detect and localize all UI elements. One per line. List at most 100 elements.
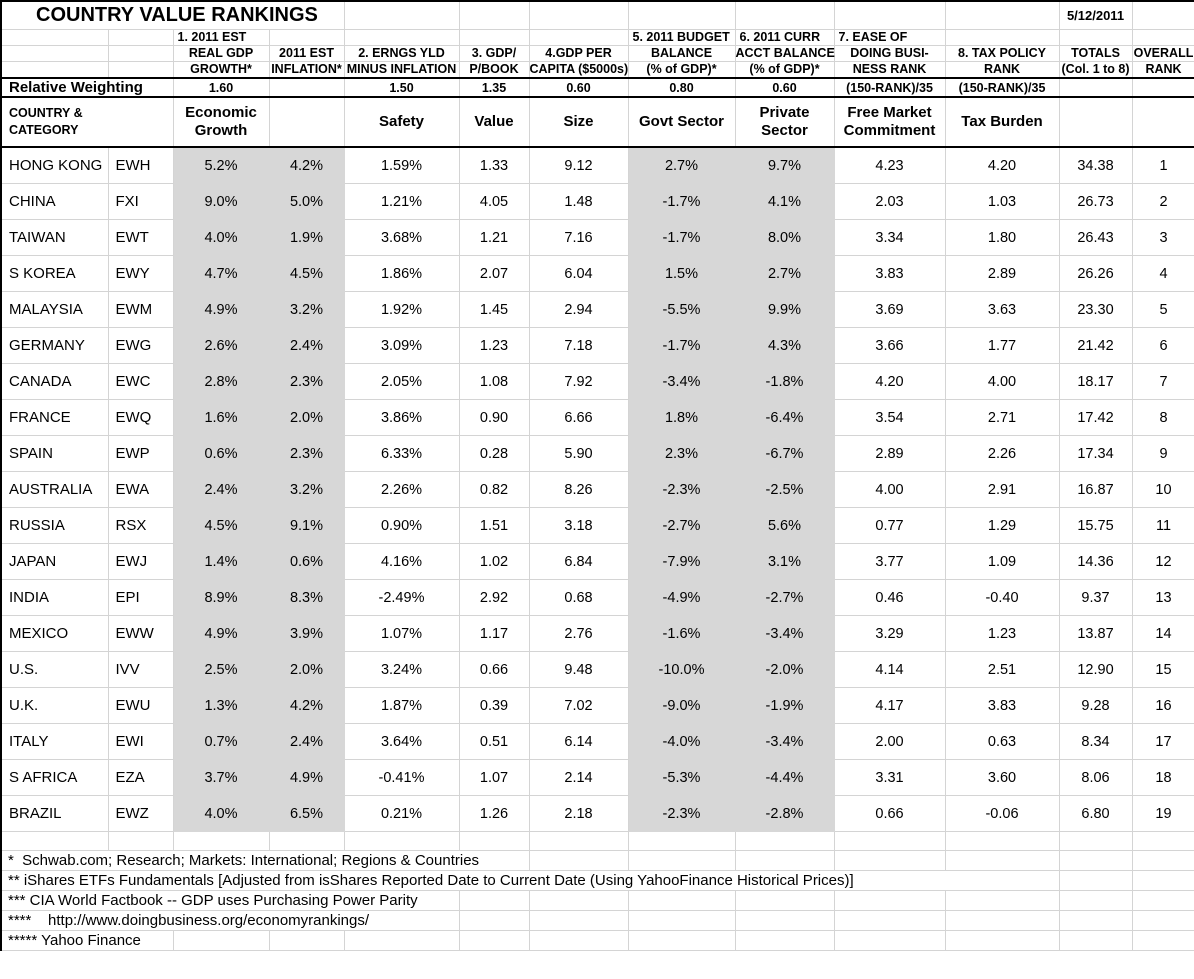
cell-gdp-pbook[interactable]: 1.07 — [458, 759, 530, 796]
cell-budget-balance[interactable]: -5.3% — [627, 759, 736, 796]
cell-erngs-yld[interactable]: 1.59% — [343, 146, 460, 184]
cell-totals[interactable]: 17.34 — [1058, 435, 1133, 472]
cell-curr-acct[interactable]: -6.7% — [734, 435, 835, 472]
cell-erngs-yld[interactable]: 3.09% — [343, 327, 460, 364]
cell-country[interactable]: RUSSIA — [0, 507, 109, 544]
cell-curr-acct[interactable]: -3.4% — [734, 723, 835, 760]
cell-budget-balance[interactable]: -4.9% — [627, 579, 736, 616]
empty-cell[interactable] — [343, 831, 460, 851]
empty-cell[interactable] — [833, 930, 946, 951]
header-cell-line3-1[interactable] — [107, 61, 174, 79]
cell-totals[interactable]: 9.37 — [1058, 579, 1133, 616]
category-size[interactable]: Size — [528, 96, 629, 148]
cell-ticker[interactable]: EWP — [107, 435, 174, 472]
cell-erngs-yld[interactable]: 3.64% — [343, 723, 460, 760]
cell-gdp-growth[interactable]: 9.0% — [172, 183, 270, 220]
cell-gdp-pbook[interactable]: 1.33 — [458, 146, 530, 184]
header-cell-line2-5[interactable]: 3. GDP/ — [458, 45, 530, 62]
cell-tax-policy[interactable]: -0.06 — [944, 795, 1060, 832]
header-cell-line2-7[interactable]: BALANCE — [627, 45, 736, 62]
cell-gdp-capita[interactable]: 6.84 — [528, 543, 629, 580]
header-cell-line3-12[interactable]: RANK — [1131, 61, 1194, 79]
cell-tax-policy[interactable]: 1.29 — [944, 507, 1060, 544]
cell-gdp-growth[interactable]: 2.6% — [172, 327, 270, 364]
cell-gdp-pbook[interactable]: 2.07 — [458, 255, 530, 292]
cell-gdp-capita[interactable]: 7.92 — [528, 363, 629, 400]
empty-cell[interactable] — [1131, 890, 1194, 911]
header-cell-line3-9[interactable]: NESS RANK — [833, 61, 946, 79]
cell-ease-business[interactable]: 4.14 — [833, 651, 946, 688]
empty-cell[interactable] — [627, 930, 736, 951]
cell-ease-business[interactable]: 0.77 — [833, 507, 946, 544]
cell-inflation[interactable]: 8.3% — [268, 579, 345, 616]
cell-inflation[interactable]: 4.5% — [268, 255, 345, 292]
cell-inflation[interactable]: 5.0% — [268, 183, 345, 220]
empty-cell[interactable] — [458, 890, 530, 911]
category-economic-growth[interactable]: Economic Growth — [172, 96, 270, 148]
cell-totals[interactable]: 26.43 — [1058, 219, 1133, 256]
empty-cell[interactable] — [734, 910, 835, 931]
cell-country[interactable]: FRANCE — [0, 399, 109, 436]
empty-cell[interactable] — [528, 831, 629, 851]
cell-gdp-capita[interactable]: 3.18 — [528, 507, 629, 544]
cell-tax-policy[interactable]: 2.89 — [944, 255, 1060, 292]
cell-gdp-growth[interactable]: 1.3% — [172, 687, 270, 724]
cell-inflation[interactable]: 4.9% — [268, 759, 345, 796]
cell-tax-policy[interactable]: 2.26 — [944, 435, 1060, 472]
cell-country[interactable]: U.K. — [0, 687, 109, 724]
cell-tax-policy[interactable]: 1.80 — [944, 219, 1060, 256]
empty-cell[interactable] — [1131, 910, 1194, 931]
cell-gdp-pbook[interactable]: 0.90 — [458, 399, 530, 436]
cell-totals[interactable]: 26.26 — [1058, 255, 1133, 292]
cell-gdp-pbook[interactable]: 0.28 — [458, 435, 530, 472]
cell-inflation[interactable]: 4.2% — [268, 687, 345, 724]
empty-cell[interactable] — [268, 831, 345, 851]
cell-gdp-capita[interactable]: 6.04 — [528, 255, 629, 292]
cell-inflation[interactable]: 2.3% — [268, 435, 345, 472]
cell-erngs-yld[interactable]: -0.41% — [343, 759, 460, 796]
empty-cell[interactable] — [833, 831, 946, 851]
header-cell-line1-11[interactable] — [1058, 29, 1133, 46]
cell-rank[interactable]: 3 — [1131, 219, 1194, 256]
weight-inflation[interactable] — [268, 77, 345, 98]
empty-cell[interactable] — [944, 831, 1060, 851]
footnote-text[interactable]: ***** Yahoo Finance — [0, 930, 174, 951]
empty-cell[interactable] — [1058, 930, 1133, 951]
cell-tax-policy[interactable]: 1.23 — [944, 615, 1060, 652]
cell-erngs-yld[interactable]: 3.24% — [343, 651, 460, 688]
empty-cell[interactable] — [627, 831, 736, 851]
header-cell-line3-0[interactable] — [0, 61, 109, 79]
cell-gdp-capita[interactable]: 5.90 — [528, 435, 629, 472]
empty-cell[interactable] — [944, 0, 1060, 30]
cell-country[interactable]: U.S. — [0, 651, 109, 688]
footnote-text[interactable]: **** http://www.doingbusiness.org/econom… — [0, 910, 460, 931]
header-cell-line3-11[interactable]: (Col. 1 to 8) — [1058, 61, 1133, 79]
empty-cell[interactable] — [528, 930, 629, 951]
cell-ticker[interactable]: EWW — [107, 615, 174, 652]
cell-curr-acct[interactable]: 4.1% — [734, 183, 835, 220]
cell-budget-balance[interactable]: -2.3% — [627, 795, 736, 832]
cell-country[interactable]: GERMANY — [0, 327, 109, 364]
cell-ticker[interactable]: EWU — [107, 687, 174, 724]
cell-gdp-pbook[interactable]: 0.66 — [458, 651, 530, 688]
empty-cell[interactable] — [944, 910, 1060, 931]
cell-tax-policy[interactable]: 4.20 — [944, 146, 1060, 184]
cell-country[interactable]: INDIA — [0, 579, 109, 616]
empty-cell[interactable] — [627, 850, 736, 871]
cell-inflation[interactable]: 3.2% — [268, 291, 345, 328]
cell-inflation[interactable]: 2.4% — [268, 723, 345, 760]
header-cell-line2-11[interactable]: TOTALS — [1058, 45, 1133, 62]
cell-totals[interactable]: 13.87 — [1058, 615, 1133, 652]
empty-cell[interactable] — [343, 930, 460, 951]
cell-budget-balance[interactable]: -9.0% — [627, 687, 736, 724]
cell-erngs-yld[interactable]: 2.05% — [343, 363, 460, 400]
header-cell-line2-12[interactable]: OVERALL — [1131, 45, 1194, 62]
empty-cell[interactable] — [1131, 850, 1194, 871]
empty-cell[interactable] — [1131, 870, 1194, 891]
cell-ticker[interactable]: EWY — [107, 255, 174, 292]
empty-cell[interactable] — [1058, 850, 1133, 871]
empty-cell[interactable] — [528, 890, 629, 911]
cell-erngs-yld[interactable]: 1.87% — [343, 687, 460, 724]
empty-cell[interactable] — [458, 0, 530, 30]
cell-erngs-yld[interactable]: 1.07% — [343, 615, 460, 652]
